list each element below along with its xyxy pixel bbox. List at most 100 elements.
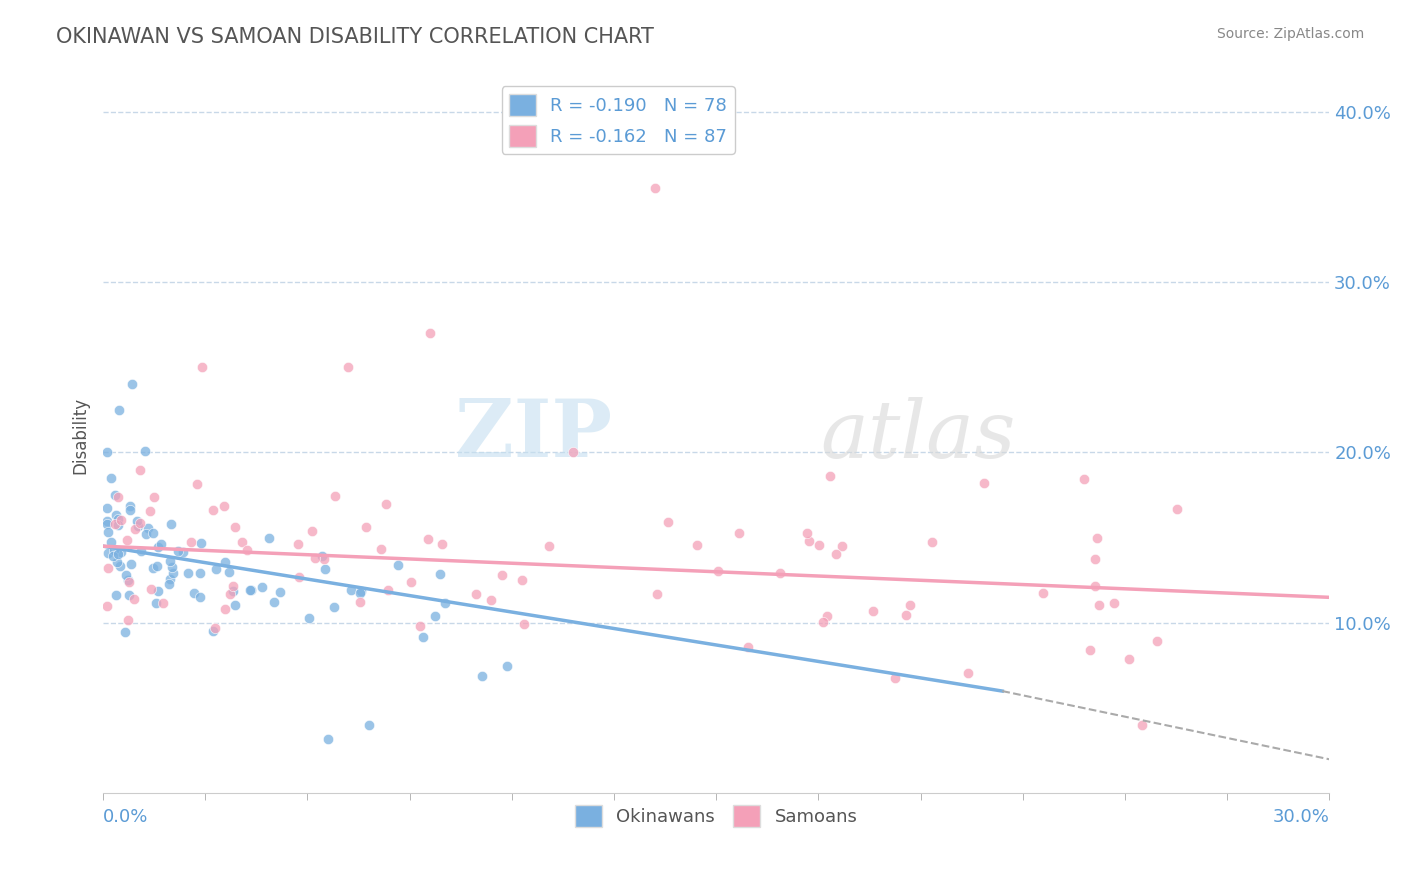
Point: [214, 555, 236, 569]
Y-axis label: Disability: Disability: [72, 397, 89, 474]
Point: [510, 574, 533, 588]
Point: [374, 497, 396, 511]
Point: [349, 595, 371, 609]
Point: [159, 517, 181, 532]
Point: [107, 517, 129, 532]
Point: [104, 517, 127, 532]
Point: [898, 598, 921, 612]
Point: [117, 588, 139, 602]
Point: [115, 533, 138, 547]
Point: [110, 513, 132, 527]
Point: [191, 359, 214, 374]
Text: 0.0%: 0.0%: [103, 808, 149, 826]
Point: [103, 543, 125, 558]
Point: [190, 536, 212, 550]
Point: [129, 544, 152, 558]
Point: [201, 624, 224, 639]
Point: [205, 562, 228, 576]
Point: [357, 718, 380, 732]
Point: [399, 575, 422, 590]
Text: atlas: atlas: [821, 397, 1015, 475]
Point: [269, 585, 291, 599]
Point: [159, 572, 181, 586]
Point: [323, 489, 346, 503]
Point: [224, 520, 246, 534]
Point: [96, 515, 118, 529]
Point: [818, 468, 841, 483]
Point: [1104, 595, 1126, 609]
Point: [350, 583, 373, 598]
Point: [108, 559, 131, 574]
Point: [146, 559, 169, 574]
Point: [142, 561, 165, 575]
Point: [139, 504, 162, 518]
Point: [311, 549, 333, 564]
Point: [110, 545, 132, 559]
Point: [101, 549, 124, 563]
Point: [120, 557, 142, 571]
Point: [298, 611, 321, 625]
Point: [796, 526, 818, 541]
Point: [1084, 579, 1107, 593]
Point: [470, 669, 492, 683]
Point: [107, 490, 129, 504]
Point: [146, 583, 169, 598]
Point: [219, 587, 242, 601]
Point: [538, 540, 561, 554]
Point: [1078, 642, 1101, 657]
Point: [495, 658, 517, 673]
Point: [114, 568, 136, 582]
Point: [657, 515, 679, 529]
Point: [1085, 531, 1108, 545]
Point: [221, 583, 243, 598]
Point: [224, 599, 246, 613]
Point: [104, 588, 127, 602]
Point: [121, 377, 143, 392]
Point: [301, 524, 323, 538]
Point: [172, 545, 194, 559]
Point: [188, 566, 211, 580]
Point: [1166, 502, 1188, 516]
Point: [107, 512, 129, 526]
Point: [356, 520, 378, 534]
Text: OKINAWAN VS SAMOAN DISABILITY CORRELATION CHART: OKINAWAN VS SAMOAN DISABILITY CORRELATIO…: [56, 27, 654, 46]
Point: [136, 521, 159, 535]
Point: [811, 615, 834, 629]
Point: [160, 560, 183, 574]
Point: [263, 595, 285, 609]
Point: [894, 608, 917, 623]
Point: [737, 640, 759, 654]
Point: [287, 570, 309, 584]
Point: [222, 579, 245, 593]
Point: [214, 499, 236, 513]
Legend: Okinawans, Samoans: Okinawans, Samoans: [568, 798, 865, 834]
Point: [287, 537, 309, 551]
Point: [370, 542, 392, 557]
Point: [1073, 472, 1095, 486]
Point: [117, 613, 139, 627]
Point: [707, 564, 730, 578]
Point: [177, 566, 200, 581]
Point: [141, 525, 163, 540]
Point: [769, 566, 792, 580]
Point: [146, 540, 169, 554]
Point: [815, 608, 838, 623]
Point: [1118, 652, 1140, 666]
Point: [957, 666, 980, 681]
Point: [218, 566, 240, 580]
Point: [150, 537, 173, 551]
Point: [159, 554, 181, 568]
Point: [96, 445, 118, 459]
Point: [100, 535, 122, 549]
Point: [167, 544, 190, 558]
Point: [96, 545, 118, 559]
Point: [349, 586, 371, 600]
Point: [412, 630, 434, 644]
Point: [125, 514, 148, 528]
Point: [231, 535, 253, 549]
Point: [883, 671, 905, 685]
Point: [479, 593, 502, 607]
Point: [104, 508, 127, 522]
Point: [122, 591, 145, 606]
Point: [107, 548, 129, 562]
